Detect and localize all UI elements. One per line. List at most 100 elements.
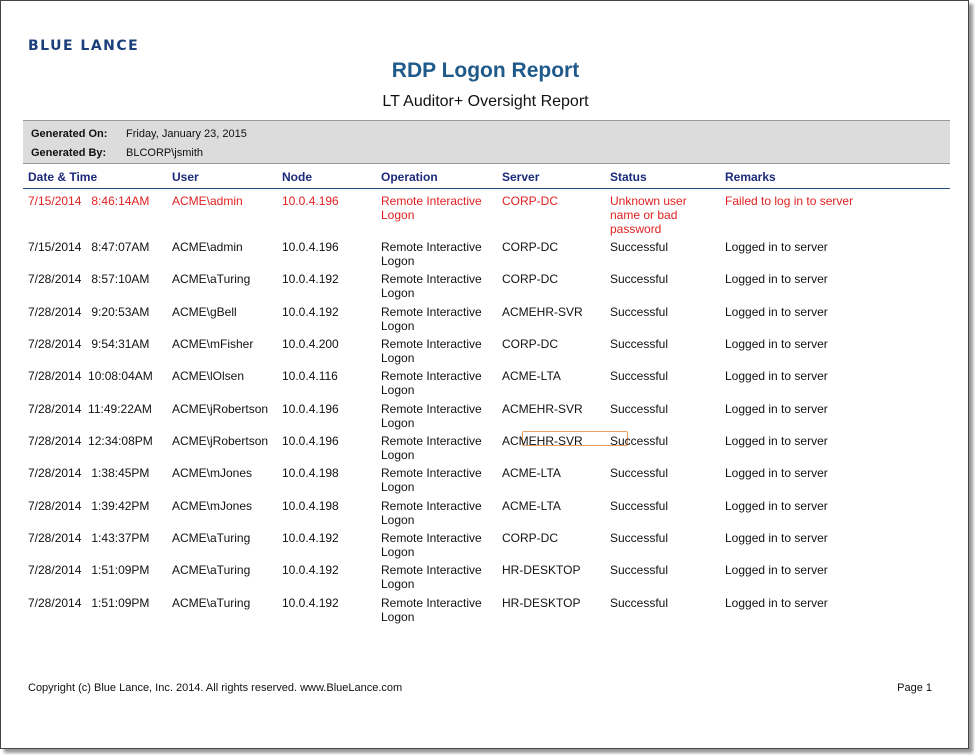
row-user: ACME\aTuring — [172, 596, 251, 610]
row-operation: Remote Interactive Logon — [381, 337, 482, 365]
row-status: Unknown user name or bad password — [610, 194, 687, 236]
row-server: ACME-LTA — [502, 369, 561, 383]
row-datetime: 7/28/2014 8:57:10AM — [28, 272, 150, 286]
table-row[interactable]: 7/28/2014 1:38:45PM ACME\mJones 10.0.4.198… — [23, 466, 950, 498]
row-status: Successful — [610, 596, 669, 610]
row-user: ACME\admin — [172, 194, 243, 208]
generated-on-label: Generated On: — [31, 128, 108, 140]
row-datetime: 7/28/2014 12:34:08PM — [28, 434, 153, 448]
row-datetime: 7/28/2014 11:49:22AM — [28, 402, 152, 416]
generated-info-box: Generated On: Friday, January 23, 2015 G… — [23, 120, 950, 164]
row-server: ACME-LTA — [502, 466, 561, 480]
table-row[interactable]: 7/28/2014 1:39:42PM ACME\mJones 10.0.4.198… — [23, 499, 950, 531]
row-remarks: Logged in to server — [725, 531, 828, 545]
row-node: 10.0.4.192 — [282, 563, 339, 577]
row-operation: Remote Interactive Logon — [381, 466, 482, 494]
table-row[interactable]: 7/28/2014 1:43:37PM ACME\aTuring 10.0.4.19… — [23, 531, 950, 563]
row-datetime: 7/28/2014 1:38:45PM — [28, 466, 150, 480]
footer-copyright: Copyright (c) Blue Lance, Inc. 2014. All… — [28, 682, 403, 694]
col-header-operation: Operation — [381, 170, 438, 184]
row-server: HR-DESKTOP — [502, 596, 581, 610]
table-row[interactable]: 7/28/2014 10:08:04AM ACME\lOlsen 10.0.4.11… — [23, 369, 950, 401]
table-row[interactable]: 7/28/2014 9:20:53AM ACME\gBell 10.0.4.192 R… — [23, 305, 950, 337]
row-remarks: Logged in to server — [725, 240, 828, 254]
row-operation: Remote Interactive Logon — [381, 369, 482, 397]
row-remarks: Logged in to server — [725, 466, 828, 480]
row-node: 10.0.4.192 — [282, 272, 339, 286]
row-node: 10.0.4.192 — [282, 596, 339, 610]
col-header-node: Node — [282, 170, 312, 184]
row-operation: Remote Interactive Logon — [381, 240, 482, 268]
row-remarks: Logged in to server — [725, 337, 828, 351]
row-remarks: Logged in to server — [725, 563, 828, 577]
row-node: 10.0.4.192 — [282, 305, 339, 319]
table-row[interactable]: 7/28/2014 9:54:31AM ACME\mFisher 10.0.4.20… — [23, 337, 950, 369]
row-operation: Remote Interactive Logon — [381, 194, 482, 222]
row-user: ACME\mFisher — [172, 337, 254, 351]
row-datetime: 7/28/2014 1:39:42PM — [28, 499, 150, 513]
row-status: Successful — [610, 563, 669, 577]
row-datetime: 7/15/2014 8:47:07AM — [28, 240, 150, 254]
row-node: 10.0.4.200 — [282, 337, 339, 351]
table-row[interactable]: 7/15/2014 8:46:14AM ACME\admin 10.0.4.196 R… — [23, 194, 950, 236]
row-status: Successful — [610, 402, 669, 416]
row-user: ACME\mJones — [172, 466, 253, 480]
selected-cell-outline — [522, 431, 628, 446]
col-header-remarks: Remarks — [725, 170, 776, 184]
table-row[interactable]: 7/28/2014 1:51:09PM ACME\aTuring 10.0.4.19… — [23, 563, 950, 595]
report-title: RDP Logon Report — [391, 59, 580, 82]
row-server: ACMEHR-SVR — [502, 305, 583, 319]
footer-page-number: Page 1 — [897, 682, 932, 694]
row-operation: Remote Interactive Logon — [381, 272, 482, 300]
row-node: 10.0.4.196 — [282, 434, 339, 448]
row-user: ACME\aTuring — [172, 272, 251, 286]
col-header-status: Status — [610, 170, 647, 184]
row-server: HR-DESKTOP — [502, 563, 581, 577]
row-server: ACME-LTA — [502, 499, 561, 513]
row-datetime: 7/28/2014 1:43:37PM — [28, 531, 150, 545]
report-subtitle: LT Auditor+ Oversight Report — [382, 93, 589, 110]
row-user: ACME\aTuring — [172, 531, 251, 545]
table-row[interactable]: 7/28/2014 1:51:09PM ACME\aTuring 10.0.4.19… — [23, 596, 950, 628]
row-node: 10.0.4.196 — [282, 240, 339, 254]
blue-lance-logo: BLUE LANCE — [28, 38, 140, 54]
row-status: Successful — [610, 305, 669, 319]
table-row[interactable]: 7/28/2014 8:57:10AM ACME\aTuring 10.0.4.19… — [23, 272, 950, 304]
row-server: CORP-DC — [502, 240, 558, 254]
row-operation: Remote Interactive Logon — [381, 563, 482, 591]
table-header: Date & Time User Node Operation Server S… — [23, 167, 950, 189]
row-status: Successful — [610, 240, 669, 254]
generated-on-value: Friday, January 23, 2015 — [126, 128, 247, 140]
row-datetime: 7/28/2014 9:54:31AM — [28, 337, 150, 351]
row-status: Successful — [610, 337, 669, 351]
row-status: Successful — [610, 531, 669, 545]
row-status: Successful — [610, 499, 669, 513]
row-user: ACME\jRobertson — [172, 434, 269, 448]
row-remarks: Logged in to server — [725, 402, 828, 416]
col-header-user: User — [172, 170, 199, 184]
row-user: ACME\jRobertson — [172, 402, 269, 416]
row-node: 10.0.4.196 — [282, 402, 339, 416]
row-server: ACMEHR-SVR — [502, 402, 583, 416]
table-row[interactable]: 7/15/2014 8:47:07AM ACME\admin 10.0.4.196 R… — [23, 240, 950, 272]
table-row[interactable]: 7/28/2014 12:34:08PM ACME\jRobertson 10.0.… — [23, 431, 950, 466]
row-operation: Remote Interactive Logon — [381, 305, 482, 333]
row-operation: Remote Interactive Logon — [381, 434, 482, 462]
row-remarks: Logged in to server — [725, 305, 828, 319]
row-status: Successful — [610, 434, 669, 448]
row-user: ACME\admin — [172, 240, 243, 254]
row-server: CORP-DC — [502, 337, 558, 351]
row-remarks: Failed to log in to server — [725, 194, 854, 208]
row-operation: Remote Interactive Logon — [381, 531, 482, 559]
row-datetime: 7/28/2014 10:08:04AM — [28, 369, 153, 383]
col-header-server: Server — [502, 170, 540, 184]
row-datetime: 7/28/2014 1:51:09PM — [28, 563, 150, 577]
row-server: CORP-DC — [502, 272, 558, 286]
row-operation: Remote Interactive Logon — [381, 499, 482, 527]
row-node: 10.0.4.192 — [282, 531, 339, 545]
row-node: 10.0.4.196 — [282, 194, 339, 208]
col-header-datetime: Date & Time — [28, 170, 98, 184]
row-remarks: Logged in to server — [725, 596, 828, 610]
table-row[interactable]: 7/28/2014 11:49:22AM ACME\jRobertson 10.0.… — [23, 402, 950, 434]
